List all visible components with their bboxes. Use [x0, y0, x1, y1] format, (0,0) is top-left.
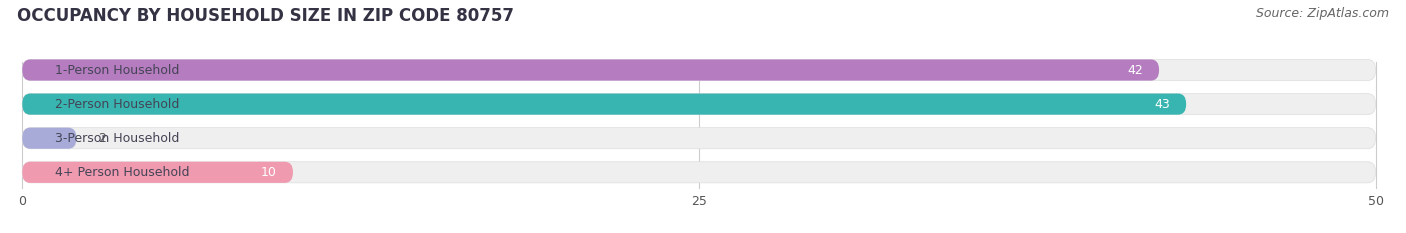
FancyBboxPatch shape	[22, 128, 1375, 149]
Text: 2: 2	[98, 132, 105, 145]
FancyBboxPatch shape	[22, 162, 292, 183]
Text: 10: 10	[262, 166, 277, 179]
Text: Source: ZipAtlas.com: Source: ZipAtlas.com	[1256, 7, 1389, 20]
Text: 42: 42	[1128, 64, 1143, 76]
FancyBboxPatch shape	[22, 93, 1375, 115]
Text: 2-Person Household: 2-Person Household	[55, 98, 179, 111]
Text: 43: 43	[1154, 98, 1170, 111]
Text: 3-Person Household: 3-Person Household	[55, 132, 179, 145]
Text: 1-Person Household: 1-Person Household	[55, 64, 179, 76]
FancyBboxPatch shape	[22, 93, 1187, 115]
FancyBboxPatch shape	[22, 59, 1375, 81]
FancyBboxPatch shape	[22, 128, 76, 149]
Text: OCCUPANCY BY HOUSEHOLD SIZE IN ZIP CODE 80757: OCCUPANCY BY HOUSEHOLD SIZE IN ZIP CODE …	[17, 7, 513, 25]
FancyBboxPatch shape	[22, 162, 1375, 183]
Text: 4+ Person Household: 4+ Person Household	[55, 166, 190, 179]
FancyBboxPatch shape	[22, 59, 1159, 81]
